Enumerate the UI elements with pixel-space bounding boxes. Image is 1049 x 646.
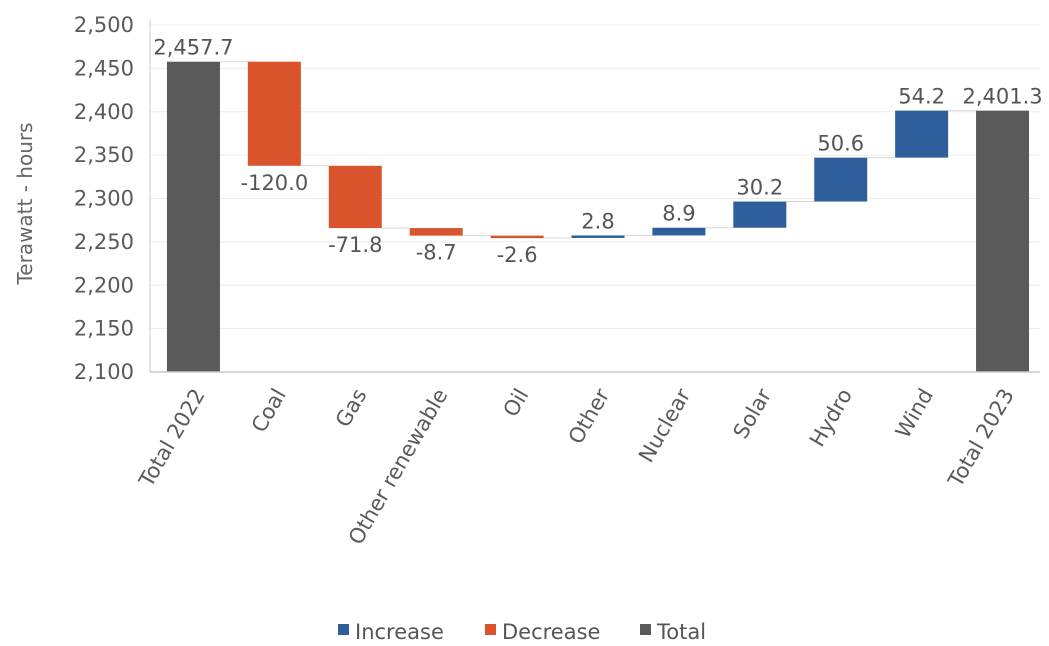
- connector-lines: [219, 61, 977, 239]
- bars: [166, 61, 1030, 372]
- y-tick-label: 2,500: [74, 13, 134, 37]
- data-label: 30.2: [736, 176, 783, 200]
- y-tick-label: 2,350: [74, 143, 134, 167]
- bar-other: [571, 235, 625, 238]
- x-tick-label: Solar: [729, 384, 777, 443]
- bar-gas: [328, 165, 382, 229]
- bar-oil: [490, 235, 544, 239]
- data-label: 2,457.7: [153, 36, 233, 60]
- y-tick-label: 2,150: [74, 317, 134, 341]
- legend-swatch-decrease: [485, 624, 496, 635]
- legend-swatch-increase: [338, 624, 349, 635]
- bar-nuclear: [652, 227, 706, 236]
- data-label: -71.8: [328, 233, 382, 257]
- data-label: 54.2: [898, 85, 945, 109]
- x-tick-label: Total 2023: [943, 384, 1019, 491]
- y-tick-label: 2,100: [74, 360, 134, 384]
- data-label: 2,401.3: [962, 85, 1042, 109]
- bar-hydro: [814, 157, 868, 202]
- legend-label-decrease: Decrease: [502, 620, 600, 644]
- bar-wind: [895, 110, 949, 158]
- bar-total-2022: [166, 61, 220, 372]
- data-labels: 2,457.7 -120.0 -71.8 -8.7 -2.6 2.8 8.9 30.2 50.6…: [153, 36, 1042, 267]
- bar-other-renewable: [409, 228, 463, 236]
- data-label: -8.7: [416, 241, 457, 265]
- x-tick-label: Other: [564, 384, 615, 448]
- y-tick-label: 2,400: [74, 100, 134, 124]
- x-tick-label: Wind: [891, 385, 938, 443]
- data-label: 8.9: [662, 202, 695, 226]
- y-axis-title: Terawatt - hours: [13, 122, 37, 285]
- y-tick-label: 2,200: [74, 273, 134, 297]
- legend-swatch-total: [640, 624, 651, 635]
- data-label: 50.6: [817, 132, 864, 156]
- x-tick-label: Total 2022: [134, 385, 210, 492]
- y-tick-label: 2,300: [74, 187, 134, 211]
- y-tick-label: 2,450: [74, 56, 134, 80]
- y-axis: 2,100 2,150 2,200 2,250 2,300 2,350 2,400 2,450…: [74, 13, 151, 384]
- legend: Increase Decrease Total: [338, 620, 706, 644]
- x-tick-label: Hydro: [805, 385, 857, 451]
- bar-total-2023: [976, 110, 1030, 372]
- data-label: -2.6: [497, 243, 538, 267]
- x-tick-label: Gas: [331, 385, 372, 432]
- legend-label-total: Total: [656, 620, 706, 644]
- x-tick-label: Oil: [499, 385, 534, 421]
- x-tick-label: Coal: [247, 385, 291, 437]
- bar-coal: [247, 61, 301, 166]
- y-tick-label: 2,250: [74, 230, 134, 254]
- data-label: 2.8: [581, 209, 614, 233]
- data-label: -120.0: [241, 171, 309, 195]
- x-tick-label: Nuclear: [634, 384, 695, 466]
- legend-label-increase: Increase: [355, 620, 444, 644]
- bar-solar: [733, 201, 787, 228]
